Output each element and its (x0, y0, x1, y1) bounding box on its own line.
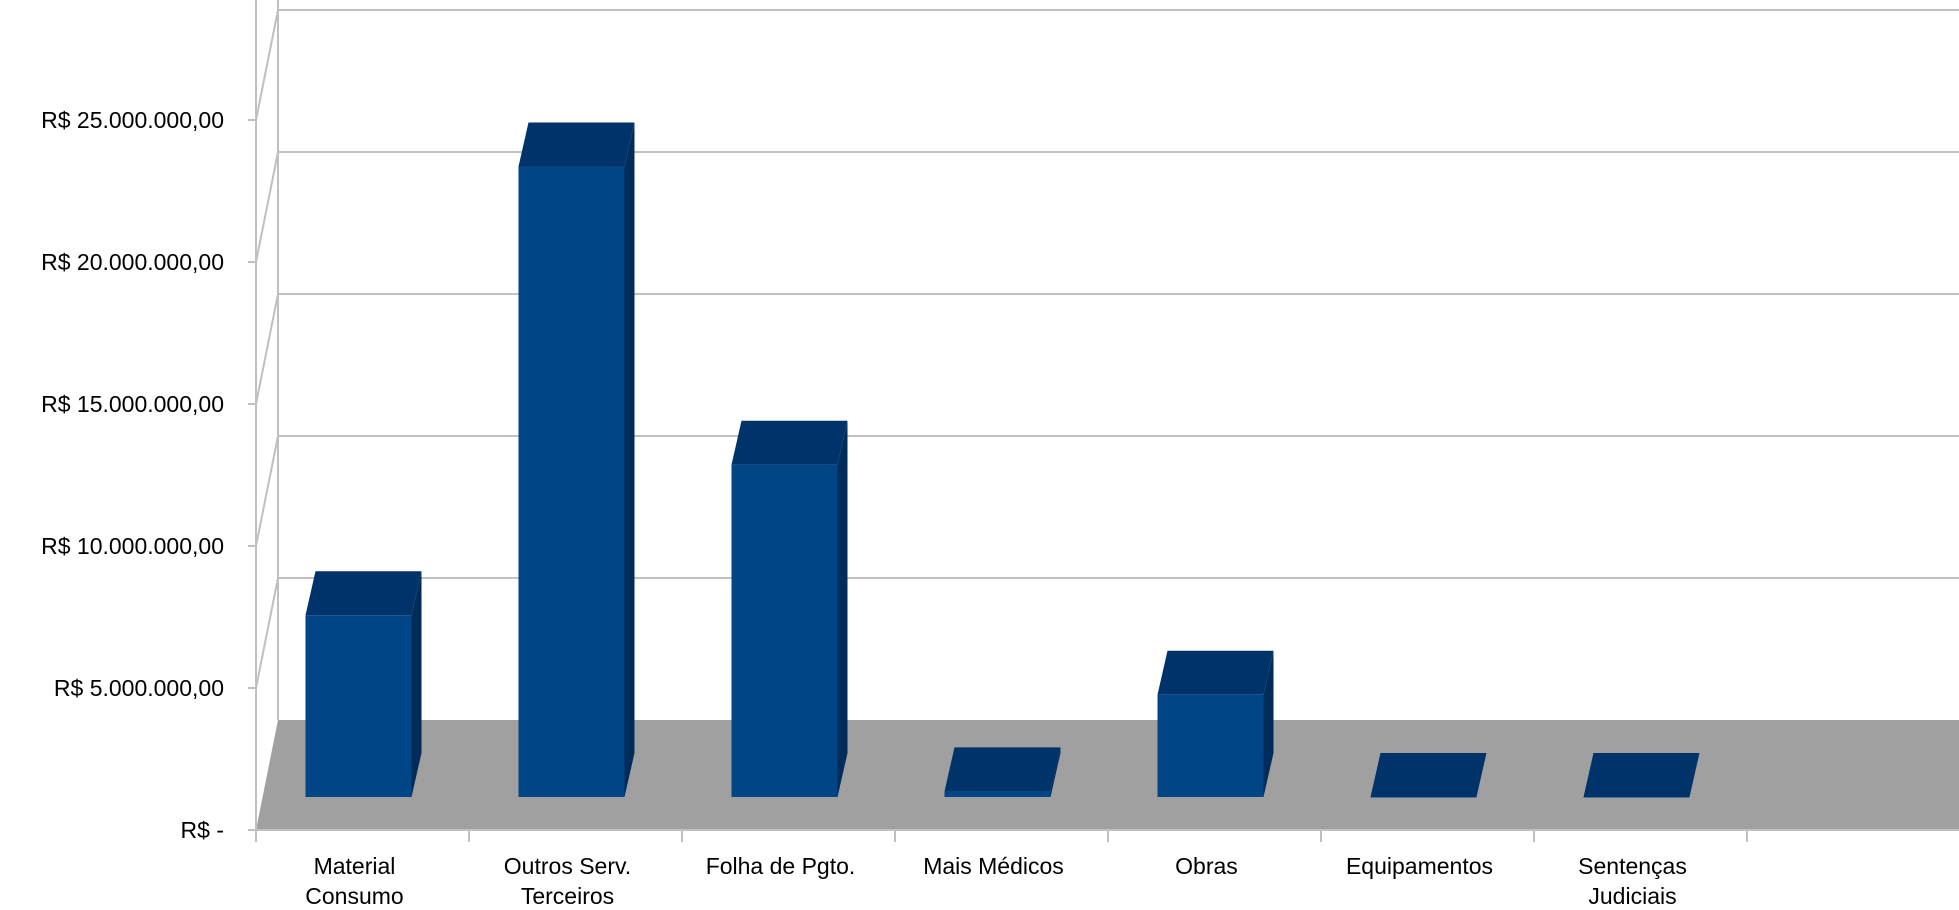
x-tick-label: Obras (1175, 853, 1238, 879)
x-tick-label: Consumo (305, 883, 403, 909)
x-tick-label: Sentenças (1578, 853, 1687, 879)
bar-top-face (944, 747, 1061, 792)
y-tick-label: R$ 5.000.000,00 (54, 675, 224, 701)
x-tick-label: Equipamentos (1346, 853, 1493, 879)
bar (518, 122, 635, 797)
bar-top-face (305, 571, 422, 616)
x-tick-label: Material (314, 853, 396, 879)
bar-front-face (1157, 694, 1264, 797)
bar (305, 571, 422, 797)
bar-side-face (411, 571, 422, 797)
side-wall-line (255, 435, 279, 547)
bar-top-face (518, 122, 635, 167)
bar-side-face (624, 122, 635, 797)
bar-front-face (305, 615, 412, 797)
gridlines (255, 9, 1959, 689)
bar-top-face (1157, 650, 1274, 695)
bar (731, 420, 848, 797)
floor-plane (256, 720, 1959, 830)
x-tick-labels: Material Consumo Outros Serv. Terceiros Folh… (305, 853, 1687, 909)
bar-top-face (731, 420, 848, 465)
bar (1583, 753, 1700, 798)
bars (305, 122, 1700, 798)
side-wall-line (255, 151, 279, 263)
x-tick-label: Judiciais (1588, 883, 1676, 909)
x-tick-label: Mais Médicos (923, 853, 1064, 879)
x-tick-label: Folha de Pgto. (706, 853, 856, 879)
bar-front-face (1370, 797, 1477, 798)
bar-side-face (837, 420, 848, 797)
y-tick-label: R$ 20.000.000,00 (41, 249, 224, 275)
bar-top-face (1583, 753, 1700, 797)
side-wall-line (255, 577, 279, 689)
bar (944, 747, 1061, 797)
bar-front-face (944, 791, 1051, 797)
x-tick-label: Terceiros (521, 883, 614, 909)
y-tick-labels: R$ - R$ 5.000.000,00 R$ 10.000.000,00 R$ 15… (41, 107, 256, 843)
x-tick-label: Outros Serv. (504, 853, 631, 879)
side-wall-line (255, 9, 279, 121)
axes (255, 0, 1959, 842)
y-tick-label: R$ - (181, 817, 224, 843)
bar-front-face (518, 166, 625, 797)
bar (1157, 650, 1274, 797)
bar-front-face (731, 464, 838, 797)
bar (1370, 753, 1487, 798)
y-tick-label: R$ 25.000.000,00 (41, 107, 224, 133)
bar-side-face (1050, 747, 1061, 797)
side-wall-line (255, 293, 279, 405)
chart-floor (256, 720, 1959, 830)
bar-front-face (1583, 797, 1690, 798)
y-tick-label: R$ 15.000.000,00 (41, 391, 224, 417)
y-tick-label: R$ 10.000.000,00 (41, 533, 224, 559)
bar-side-face (1263, 650, 1274, 797)
bar-top-face (1370, 753, 1487, 797)
